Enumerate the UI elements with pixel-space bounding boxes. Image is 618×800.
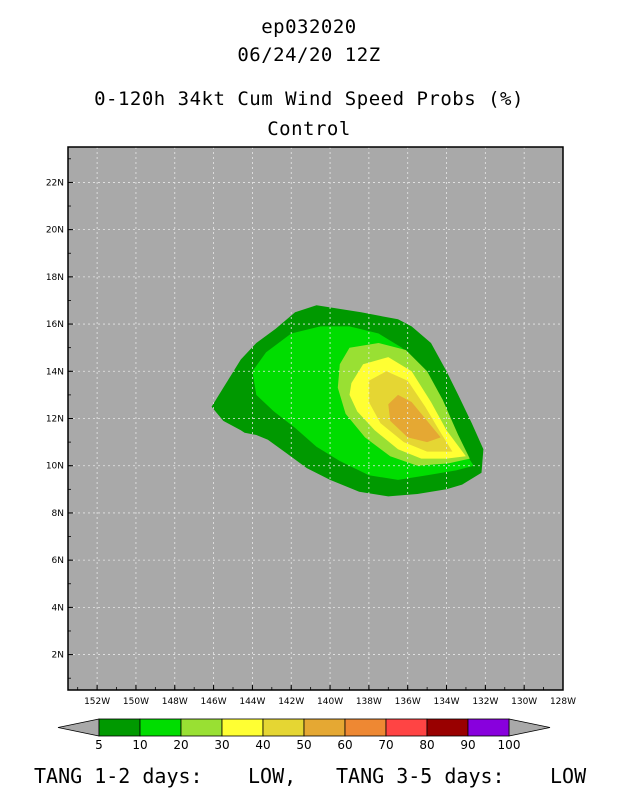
lon-label: 128W (550, 697, 576, 707)
tang-3-5-label: TANG 3-5 days: (336, 764, 505, 788)
colorbar-label: 5 (95, 738, 103, 752)
run-subtitle: Control (267, 118, 351, 140)
colorbar-label: 70 (378, 738, 393, 752)
tang-3-5-value: LOW (550, 764, 587, 788)
colorbar-swatch (467, 718, 510, 737)
product-title: 0-120h 34kt Cum Wind Speed Probs (%) (94, 88, 524, 110)
colorbar-swatch (426, 718, 469, 737)
colorbar-swatch (180, 718, 223, 737)
colorbar-label: 30 (214, 738, 229, 752)
colorbar-swatch (262, 718, 305, 737)
map-grid (68, 147, 563, 690)
colorbar-label: 100 (498, 738, 521, 752)
colorbar-label: 90 (460, 738, 475, 752)
lat-label: 6N (52, 556, 64, 566)
lat-label: 2N (52, 651, 64, 661)
lon-label: 144W (239, 697, 265, 707)
colorbar-label: 20 (173, 738, 188, 752)
lat-label: 10N (46, 462, 64, 472)
colorbar-label: 50 (296, 738, 311, 752)
lat-label: 14N (46, 367, 64, 377)
lon-label: 150W (123, 697, 149, 707)
lon-label: 132W (472, 697, 498, 707)
lon-label: 152W (84, 697, 110, 707)
lon-label: 148W (162, 697, 188, 707)
latitude-axis: 22N 20N 18N 16N 14N 12N 10N 8N 6N 4N 2N (46, 158, 73, 679)
colorbar: 5 10 20 30 40 50 60 70 80 90 100 (57, 718, 551, 752)
colorbar-swatch (139, 718, 182, 737)
lat-label: 20N (46, 226, 64, 236)
lon-label: 138W (356, 697, 382, 707)
lat-label: 22N (46, 178, 64, 188)
lon-label: 142W (278, 697, 304, 707)
colorbar-swatch (221, 718, 264, 737)
colorbar-high-arrow (508, 718, 551, 737)
colorbar-label: 80 (419, 738, 434, 752)
tang-1-2-label: TANG 1-2 days: (34, 764, 203, 788)
tang-1-2-value: LOW, (248, 764, 297, 788)
lon-label: 134W (433, 697, 459, 707)
lat-label: 12N (46, 415, 64, 425)
colorbar-swatch (98, 718, 141, 737)
storm-id-title: ep032020 (261, 16, 357, 38)
lat-label: 8N (52, 509, 64, 519)
lon-label: 146W (201, 697, 227, 707)
lat-label: 4N (52, 603, 64, 613)
colorbar-label: 10 (132, 738, 147, 752)
lat-label: 16N (46, 320, 64, 330)
datetime-title: 06/24/20 12Z (237, 44, 381, 66)
colorbar-swatch (385, 718, 428, 737)
lon-label: 136W (395, 697, 421, 707)
lon-label: 140W (317, 697, 343, 707)
colorbar-swatch (303, 718, 346, 737)
colorbar-swatch (344, 718, 387, 737)
probability-map: 22N 20N 18N 16N 14N 12N 10N 8N 6N 4N 2N 152W 150W 14… (46, 146, 576, 752)
lat-label: 18N (46, 273, 64, 283)
colorbar-label: 60 (337, 738, 352, 752)
colorbar-low-arrow (57, 718, 100, 737)
colorbar-label: 40 (255, 738, 270, 752)
lon-label: 130W (511, 697, 537, 707)
longitude-axis: 152W 150W 148W 146W 144W 142W 140W 138W 136W 134W… (77, 685, 576, 707)
